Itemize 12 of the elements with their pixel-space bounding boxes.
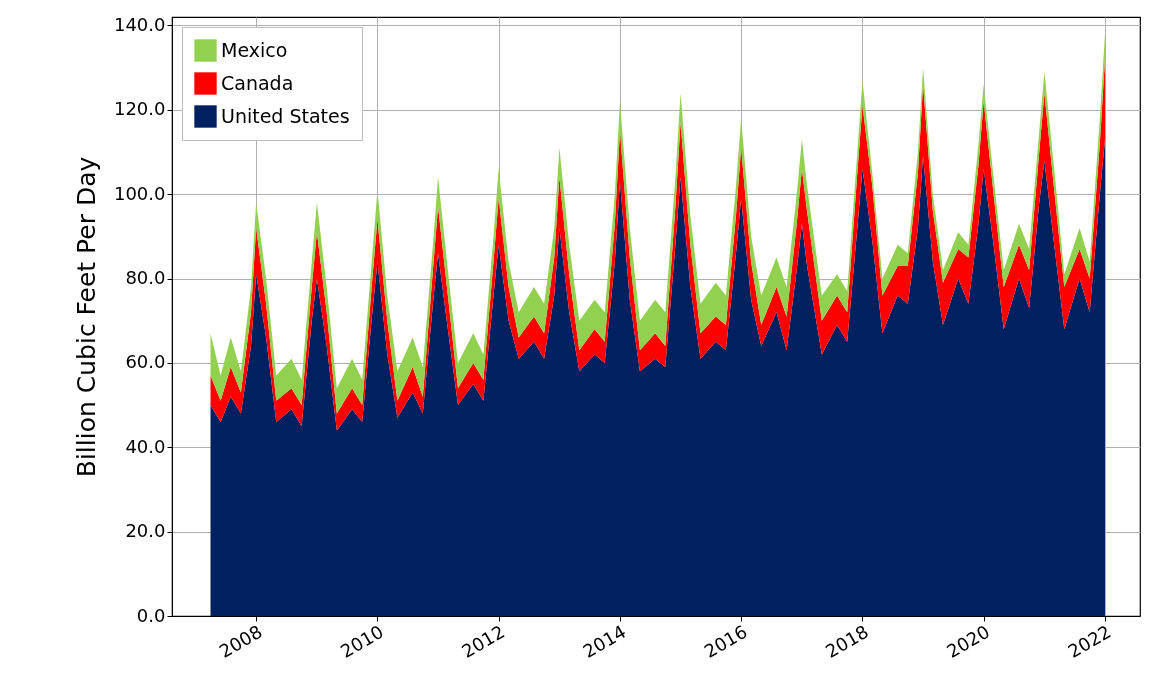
y-tick-label: 100.0: [113, 182, 166, 204]
y-tick-label: 40.0: [125, 435, 166, 457]
legend-label: United States: [221, 104, 350, 127]
y-tick-label: 80.0: [125, 267, 166, 289]
y-tick-label: 20.0: [125, 520, 166, 542]
y-tick-label: 120.0: [113, 98, 166, 120]
legend-label: Canada: [221, 71, 294, 94]
y-tick-label: 0.0: [136, 604, 166, 626]
legend-label: Mexico: [221, 38, 288, 61]
y-axis-title: Billion Cubic Feet Per Day: [71, 156, 101, 478]
y-tick-label: 140.0: [113, 13, 166, 35]
y-tick-label: 60.0: [125, 351, 166, 373]
